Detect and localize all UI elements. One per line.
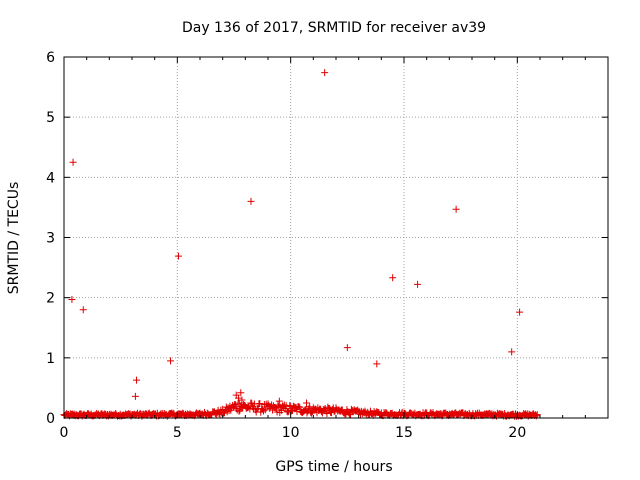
data-point-outlier bbox=[69, 158, 77, 166]
data-point bbox=[240, 401, 248, 409]
ticks-layer: 0 5 10 15 20 0 1 2 3 4 5 6 bbox=[46, 50, 609, 441]
data-point-outlier bbox=[133, 376, 141, 384]
data-point-outlier bbox=[343, 344, 351, 352]
y-axis-label: SRMTID / TECUs bbox=[6, 182, 22, 295]
data-point-outlier bbox=[68, 295, 76, 303]
data-point-outlier bbox=[373, 360, 381, 368]
data-point bbox=[320, 406, 328, 414]
data-point-outlier bbox=[235, 394, 243, 402]
data-point-outlier bbox=[303, 399, 311, 407]
y-tick-label: 2 bbox=[46, 291, 55, 307]
data-point bbox=[261, 406, 269, 414]
data-point-outlier bbox=[414, 280, 422, 288]
x-tick-label: 15 bbox=[395, 425, 413, 441]
data-point-outlier bbox=[516, 308, 524, 316]
x-tick-label: 0 bbox=[60, 425, 69, 441]
data-point-outlier bbox=[389, 274, 397, 282]
data-point-outlier bbox=[275, 397, 283, 405]
data-point bbox=[324, 403, 332, 411]
x-axis-label: GPS time / hours bbox=[275, 459, 392, 475]
data-point bbox=[216, 410, 224, 418]
data-point bbox=[318, 409, 326, 417]
x-tick-label: 10 bbox=[282, 425, 300, 441]
data-point-outlier bbox=[174, 252, 182, 260]
y-tick-label: 6 bbox=[46, 50, 55, 66]
y-tick-label: 1 bbox=[46, 351, 55, 367]
data-point bbox=[259, 407, 267, 415]
data-point bbox=[235, 407, 243, 415]
y-tick-label: 4 bbox=[46, 170, 55, 186]
y-tick-label: 0 bbox=[46, 411, 55, 427]
grid-layer bbox=[64, 57, 608, 418]
data-point-outlier bbox=[321, 69, 329, 77]
chart-title: Day 136 of 2017, SRMTID for receiver av3… bbox=[182, 20, 486, 36]
data-point bbox=[296, 403, 304, 411]
data-point-outlier bbox=[452, 205, 460, 213]
data-point bbox=[533, 411, 541, 419]
y-tick-label: 5 bbox=[46, 110, 55, 126]
data-point bbox=[284, 408, 292, 416]
data-point bbox=[222, 403, 230, 411]
data-point bbox=[223, 408, 231, 416]
data-point bbox=[323, 410, 331, 418]
x-tick-label: 20 bbox=[508, 425, 526, 441]
y-tick-label: 3 bbox=[46, 231, 55, 247]
data-point bbox=[306, 403, 314, 411]
data-point bbox=[256, 400, 264, 408]
data-point bbox=[244, 404, 252, 412]
data-point-outlier bbox=[237, 389, 245, 397]
data-point-outlier bbox=[167, 357, 175, 365]
data-point bbox=[354, 406, 362, 414]
data-point bbox=[278, 406, 286, 414]
data-point-outlier bbox=[247, 197, 255, 205]
points-layer bbox=[60, 69, 541, 420]
data-point-outlier bbox=[508, 348, 516, 356]
data-point-outlier bbox=[236, 399, 244, 407]
data-point bbox=[286, 402, 294, 410]
data-point-outlier bbox=[79, 306, 87, 314]
data-point-outlier bbox=[131, 392, 139, 400]
data-point bbox=[280, 401, 288, 409]
x-tick-label: 5 bbox=[173, 425, 182, 441]
